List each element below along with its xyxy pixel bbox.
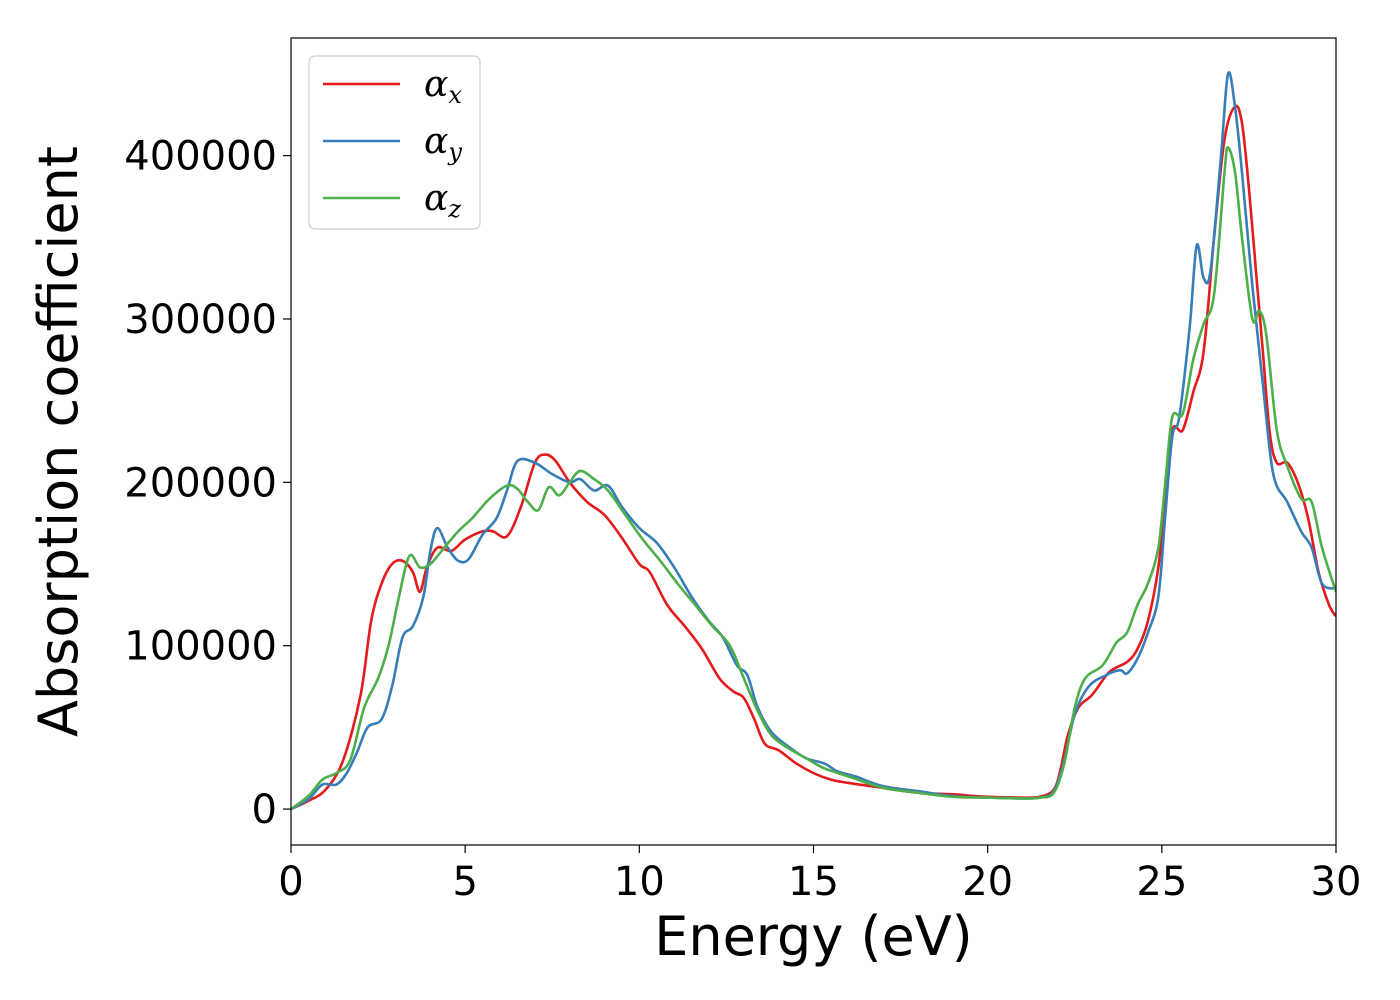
y-tick-label: 100000	[124, 624, 277, 670]
legend-label-subscript: y	[447, 138, 462, 166]
series-line-y	[291, 71, 1336, 811]
y-tick-label: 0	[252, 787, 277, 833]
x-tick-label: 25	[1136, 859, 1187, 905]
legend-label-subscript: x	[448, 81, 462, 109]
x-axis-ticks: 0 5 10 15 20 25 30	[278, 845, 1361, 905]
legend-label-subscript: z	[447, 195, 461, 223]
x-axis-title: Energy (eV)	[654, 905, 973, 968]
series-layer	[291, 71, 1336, 811]
x-tick-label: 30	[1311, 859, 1362, 905]
y-tick-label: 400000	[124, 134, 277, 180]
x-tick-label: 10	[614, 859, 665, 905]
legend-label-main: α	[424, 121, 448, 162]
x-tick-label: 15	[788, 859, 839, 905]
legend-item-y: αy	[323, 121, 462, 166]
x-tick-label: 0	[278, 859, 303, 905]
legend-item-z: αz	[323, 178, 461, 223]
legend-box	[308, 55, 481, 230]
series-line-z	[291, 146, 1336, 811]
legend-label: αz	[424, 178, 461, 223]
y-axis-title: Absorption coefficient	[27, 146, 90, 737]
legend-label: αx	[424, 64, 462, 109]
y-tick-label: 200000	[124, 460, 277, 506]
legend-label: αy	[424, 121, 462, 166]
legend-item-x: αx	[323, 64, 462, 109]
x-tick-label: 20	[962, 859, 1013, 905]
legend-label-main: α	[424, 178, 448, 219]
y-axis-ticks: 0 100000 200000 300000 400000	[124, 134, 291, 833]
legend-label-main: α	[424, 64, 448, 105]
y-tick-label: 300000	[124, 297, 277, 343]
x-tick-label: 5	[452, 859, 477, 905]
